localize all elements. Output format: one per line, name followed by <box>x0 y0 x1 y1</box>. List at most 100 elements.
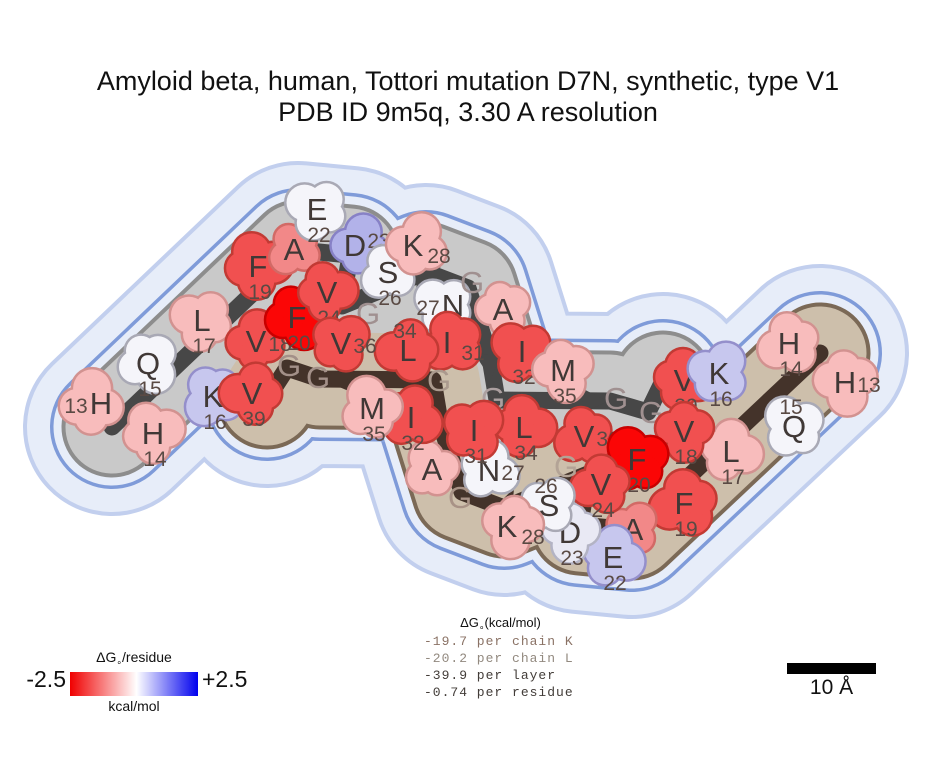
residue-number: 26 <box>534 475 557 498</box>
residue-K13-H: H13 <box>57 366 125 436</box>
residue-number: 19 <box>674 518 697 541</box>
figure-title: Amyloid beta, human, Tottori mutation D7… <box>0 66 936 128</box>
title-line-1: Amyloid beta, human, Tottori mutation D7… <box>96 66 840 96</box>
residue-number: 17 <box>721 466 744 489</box>
residue-letter: M <box>550 353 576 388</box>
residue-letter: V <box>246 324 267 359</box>
residue-letter: I <box>518 334 527 369</box>
residue-letter: D <box>344 228 366 263</box>
residue-L37-G: G <box>306 360 330 395</box>
residue-number: 23 <box>560 547 583 570</box>
colorbar-gradient <box>70 672 198 696</box>
residue-number: 28 <box>521 526 544 549</box>
colorbar-unit-label: kcal/mol <box>108 698 160 714</box>
residue-letter: E <box>307 192 328 227</box>
residue-L34-L: L34 <box>373 318 440 383</box>
residue-number: 39 <box>242 408 265 431</box>
residue-K22-E: E22 <box>284 180 347 247</box>
residue-letter: A <box>284 232 305 267</box>
residue-K17-L: L17 <box>168 290 233 358</box>
residue-letter: G <box>427 363 451 398</box>
residue-letter: Q <box>136 346 160 381</box>
residue-L31-I: I31 <box>442 399 505 468</box>
residue-number: 22 <box>603 572 626 595</box>
residue-L35-M: M35 <box>341 374 405 446</box>
residue-L13-H: H 13 <box>811 349 881 418</box>
residue-number: 16 <box>709 388 732 411</box>
colorbar-max-label: +2.5 <box>202 666 248 692</box>
residue-letter: Q <box>782 409 806 444</box>
residue-letter: S <box>539 488 560 523</box>
residue-number: 28 <box>427 245 450 268</box>
residue-number: 35 <box>362 423 385 446</box>
residue-letter: S <box>378 255 399 290</box>
residue-L39-V: V39 <box>217 361 284 431</box>
residue-number: 27 <box>501 462 524 485</box>
residue-L19-F: F19 <box>647 467 718 541</box>
residue-letter: L <box>515 410 532 445</box>
residue-K34-L: L34 <box>492 393 559 465</box>
residue-number: 34 <box>514 442 538 465</box>
residue-letter: G <box>306 360 330 395</box>
residue-number: 36 <box>353 335 376 358</box>
residue-letter: F <box>675 486 694 521</box>
residue-K15-Q: Q15 <box>116 333 177 401</box>
residue-letter: F <box>249 249 268 284</box>
residue-L17-L: L17 <box>700 417 766 489</box>
residue-letter: H <box>834 365 856 400</box>
residue-number: 24 <box>591 499 615 522</box>
residue-number: 22 <box>307 224 330 247</box>
residue-number: 32 <box>512 366 535 389</box>
residue-letter: K <box>403 228 424 263</box>
residue-letter: V <box>591 467 612 502</box>
residue-number: 31 <box>461 342 484 365</box>
residue-number: 15 <box>138 378 161 401</box>
residue-number: 18 <box>674 446 697 469</box>
colorbar-min-label: -2.5 <box>26 666 66 692</box>
residue-L16-K: K16 <box>686 340 747 411</box>
residue-letter: F <box>628 442 647 477</box>
residue-letter: V <box>674 414 695 449</box>
residue-L33-G: G <box>427 363 451 398</box>
residue-L30-A: A <box>404 439 461 497</box>
residue-number: 19 <box>248 281 271 304</box>
residue-letter: E <box>603 540 624 575</box>
residue-letter: H <box>142 416 164 451</box>
residue-K14-H: H14 <box>121 401 187 471</box>
residue-letter: V <box>317 275 338 310</box>
scale-bar <box>787 663 876 674</box>
residue-letter: V <box>331 326 352 361</box>
residue-number: 14 <box>143 448 167 471</box>
residue-L15-Q: Q15 <box>763 395 825 457</box>
residue-number: 26 <box>378 287 401 310</box>
residue-letter: G <box>460 265 484 300</box>
residue-number: 14 <box>779 358 803 381</box>
residue-L26-S: S26 <box>520 475 576 533</box>
residue-K30-A: A <box>473 280 532 340</box>
residue-letter: I <box>470 413 479 448</box>
residue-letter: L <box>399 333 416 368</box>
energy-line-layer: -39.9 per layer <box>424 668 557 683</box>
residue-letter: V <box>242 376 263 411</box>
residue-L14-H: H14 <box>755 311 820 381</box>
residue-L20-F: F20 <box>606 426 670 497</box>
residue-number: 13 <box>64 395 87 418</box>
residue-number: 31 <box>464 445 487 468</box>
residue-letter: G <box>277 348 301 383</box>
scale-bar-label: 10 Å <box>809 676 854 699</box>
residue-K28-K: K 28 <box>384 210 451 276</box>
title-line-2: PDB ID 9m5q, 3.30 A resolution <box>278 97 658 127</box>
residue-letter: I <box>407 400 416 435</box>
residue-number: 15 <box>779 396 802 419</box>
residue-K29-G: G <box>460 265 484 300</box>
residue-number: 13 <box>857 374 880 397</box>
residue-letter: H <box>778 326 800 361</box>
residue-K21-A: A <box>267 222 321 276</box>
residue-number: 20 <box>287 332 310 355</box>
residue-letter: L <box>193 303 210 338</box>
residue-number: 35 <box>553 385 576 408</box>
residue-letter: N <box>478 453 500 488</box>
residue-K35-M: M35 <box>530 338 595 408</box>
